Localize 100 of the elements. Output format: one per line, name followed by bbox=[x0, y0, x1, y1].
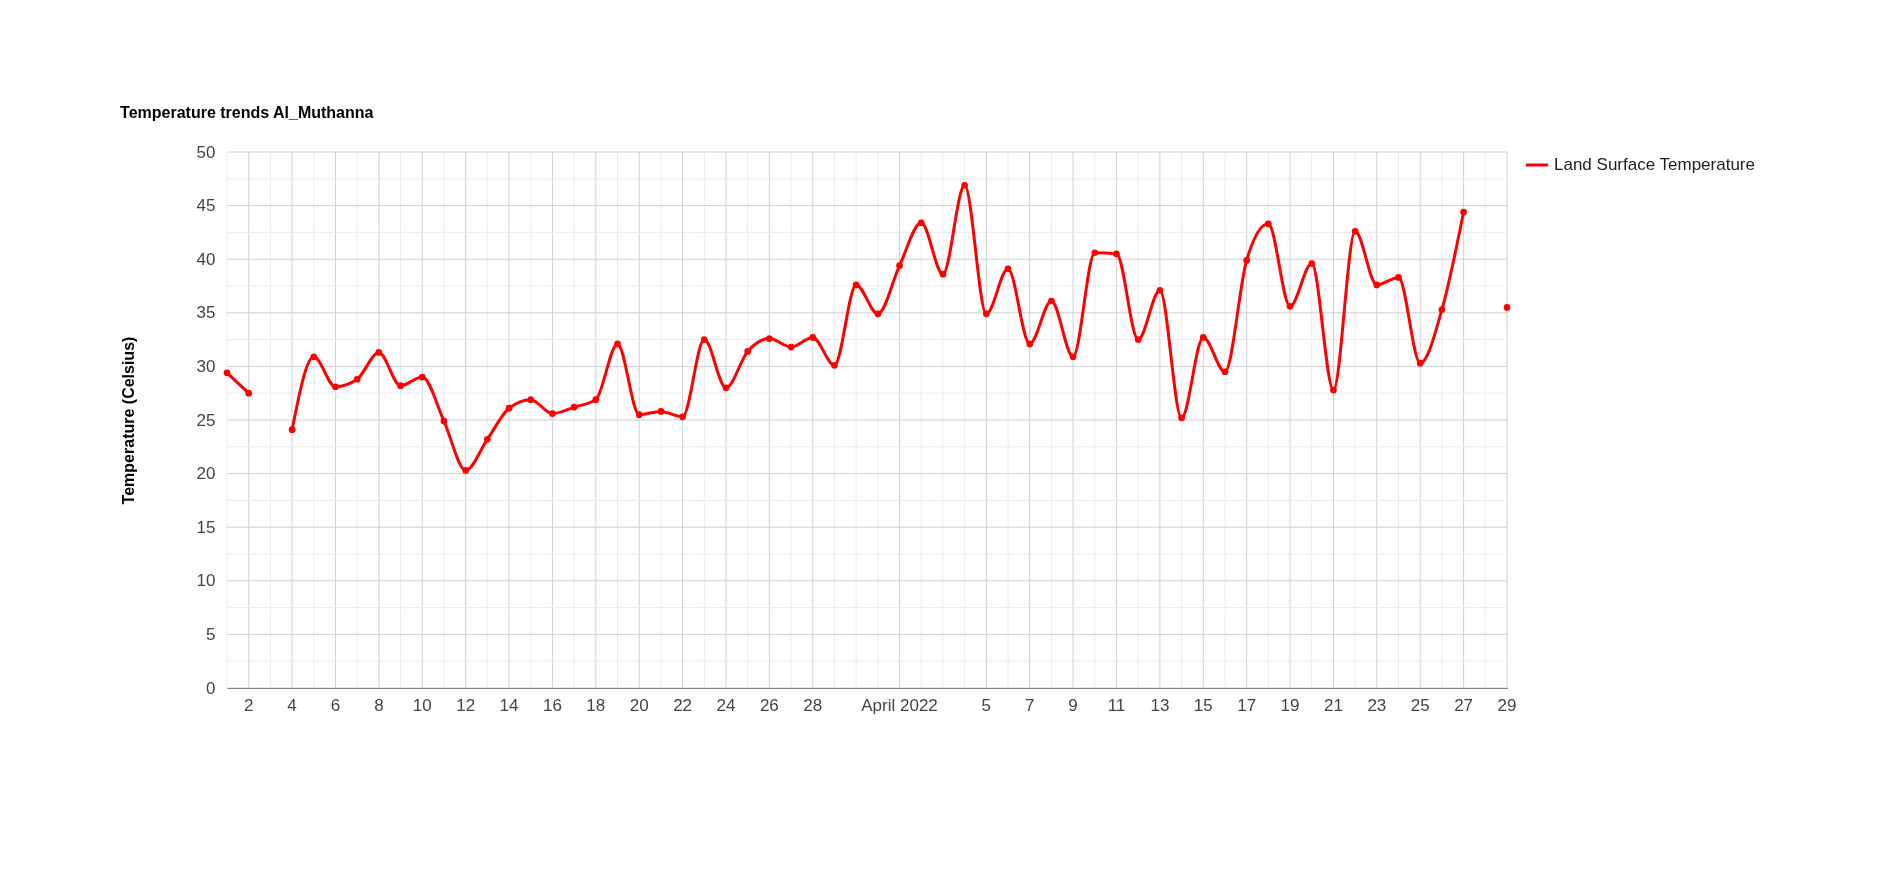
legend-label: Land Surface Temperature bbox=[1554, 155, 1755, 174]
point bbox=[1373, 281, 1381, 289]
point bbox=[896, 262, 903, 269]
y-tick-label: 30 bbox=[196, 356, 216, 376]
point bbox=[722, 384, 730, 392]
point bbox=[700, 336, 708, 343]
x-tick-label: 20 bbox=[629, 696, 649, 715]
y-tick-label: 10 bbox=[196, 571, 216, 591]
point bbox=[874, 310, 882, 318]
point bbox=[1178, 414, 1185, 422]
y-tick-label: 20 bbox=[196, 464, 216, 484]
x-tick-label: 2 bbox=[243, 696, 254, 715]
point bbox=[288, 426, 296, 433]
y-tick-label: 45 bbox=[196, 196, 216, 216]
x-tick-label: 4 bbox=[287, 696, 297, 715]
x-tick-label: 25 bbox=[1410, 696, 1430, 715]
point bbox=[961, 181, 968, 189]
point bbox=[982, 310, 990, 318]
point bbox=[614, 340, 621, 348]
point bbox=[440, 417, 448, 425]
point bbox=[375, 349, 383, 356]
point bbox=[1113, 250, 1120, 258]
point bbox=[1330, 386, 1337, 394]
y-tick-label: 15 bbox=[196, 517, 216, 537]
point bbox=[1069, 353, 1077, 361]
point bbox=[310, 353, 318, 361]
y-tick-label: 25 bbox=[196, 410, 216, 430]
x-tick-label: 22 bbox=[673, 696, 693, 715]
point bbox=[1221, 368, 1229, 376]
point bbox=[1048, 297, 1055, 305]
y-axis-title: Temperature (Celsius) bbox=[119, 336, 137, 505]
point bbox=[787, 343, 795, 351]
x-tick-label: 17 bbox=[1237, 696, 1257, 715]
point bbox=[353, 375, 361, 383]
x-tick-label: 7 bbox=[1024, 696, 1035, 715]
x-tick-label: 12 bbox=[456, 696, 476, 715]
x-tick-label: 27 bbox=[1454, 696, 1474, 715]
point bbox=[1416, 359, 1424, 367]
x-tick-label: 6 bbox=[330, 696, 341, 715]
y-tick-label: 50 bbox=[196, 142, 216, 162]
point bbox=[418, 373, 426, 381]
x-tick-label: 14 bbox=[499, 696, 519, 715]
x-tick-label: 15 bbox=[1193, 696, 1213, 715]
point bbox=[1243, 256, 1251, 264]
point bbox=[527, 396, 535, 403]
x-tick-label: 19 bbox=[1280, 696, 1300, 715]
point bbox=[505, 404, 513, 412]
point bbox=[1026, 340, 1034, 348]
point bbox=[809, 334, 817, 341]
point bbox=[462, 467, 469, 474]
point bbox=[397, 382, 404, 390]
point bbox=[549, 410, 556, 417]
point bbox=[223, 369, 231, 377]
point bbox=[1438, 306, 1446, 313]
point bbox=[592, 396, 600, 403]
y-tick-label: 40 bbox=[196, 249, 216, 269]
point bbox=[1156, 286, 1164, 294]
x-tick-label: 13 bbox=[1150, 696, 1170, 715]
x-tick-label: 10 bbox=[412, 696, 432, 715]
x-tick-label: 9 bbox=[1068, 696, 1078, 715]
x-tick-label: 28 bbox=[803, 696, 823, 715]
y-tick-label: 0 bbox=[206, 678, 216, 698]
point bbox=[1199, 334, 1207, 341]
point bbox=[1351, 227, 1359, 235]
y-tick-label: 5 bbox=[206, 624, 216, 644]
x-tick-label: 16 bbox=[542, 696, 562, 715]
point bbox=[831, 361, 838, 369]
point bbox=[1265, 220, 1272, 228]
point bbox=[939, 270, 947, 278]
x-tick-label: 26 bbox=[759, 696, 779, 715]
x-tick-label: 23 bbox=[1367, 696, 1387, 715]
chart-title: Temperature trends Al_Muthanna bbox=[120, 104, 374, 121]
point bbox=[744, 348, 752, 355]
point bbox=[852, 281, 860, 289]
point bbox=[570, 403, 578, 411]
point bbox=[1308, 260, 1316, 267]
x-tick-label: 8 bbox=[374, 696, 384, 715]
point bbox=[1286, 303, 1294, 310]
point bbox=[332, 383, 339, 391]
point bbox=[1395, 274, 1402, 281]
point bbox=[1091, 249, 1099, 257]
point bbox=[917, 219, 925, 227]
x-tick-label: 24 bbox=[716, 696, 736, 715]
point bbox=[766, 335, 773, 342]
point bbox=[657, 408, 665, 415]
x-tick-label: 29 bbox=[1497, 696, 1517, 715]
x-tick-label: 11 bbox=[1107, 696, 1126, 715]
point bbox=[1004, 265, 1012, 273]
x-tick-label: April 2022 bbox=[861, 696, 938, 715]
x-tick-label: 21 bbox=[1323, 696, 1343, 715]
point bbox=[1503, 304, 1511, 311]
x-tick-label: 5 bbox=[981, 696, 992, 715]
x-tick-label: 18 bbox=[586, 696, 606, 715]
point bbox=[635, 411, 643, 418]
point bbox=[483, 435, 491, 443]
point bbox=[1460, 208, 1467, 216]
point bbox=[1134, 336, 1142, 343]
y-tick-label: 35 bbox=[196, 303, 216, 323]
point bbox=[679, 413, 686, 421]
point bbox=[245, 389, 253, 397]
